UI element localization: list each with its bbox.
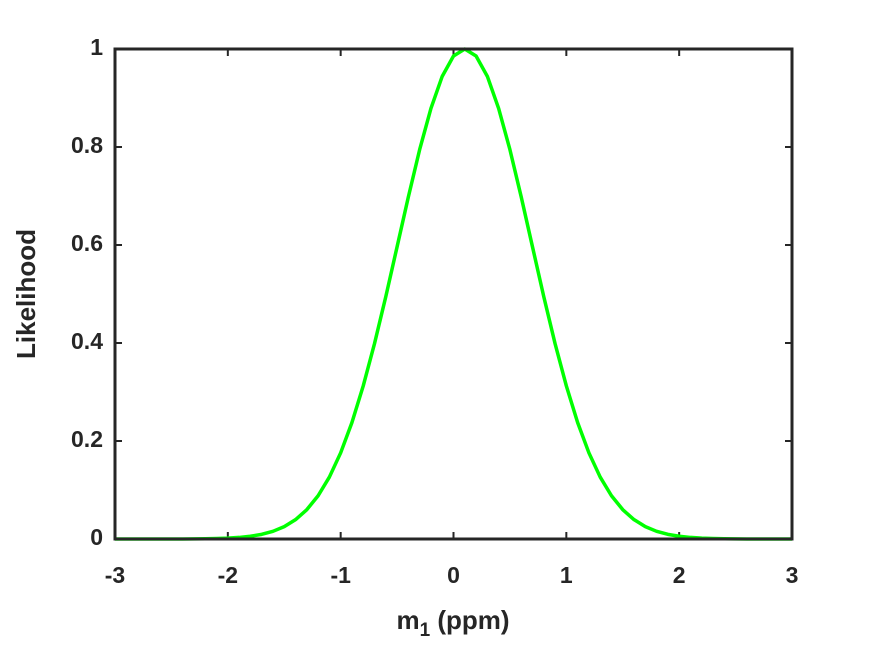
line-series	[115, 47, 792, 541]
x-tick-label: 0	[447, 562, 460, 588]
y-tick-label: 0.2	[71, 426, 103, 452]
x-label-rest: (ppm)	[430, 605, 509, 635]
y-tick-label: 0	[90, 524, 103, 550]
x-label-base: m	[396, 605, 419, 635]
x-tick-label: -2	[218, 562, 238, 588]
y-tick-label: 1	[90, 34, 103, 60]
y-tick-label: 0.8	[71, 132, 103, 158]
x-label-sub: 1	[420, 620, 431, 641]
y-tick-label: 0.4	[71, 328, 103, 354]
y-axis-label: Likelihood	[11, 229, 41, 359]
y-tick-label: 0.6	[71, 230, 103, 256]
x-tick-label: 2	[673, 562, 686, 588]
x-tick-label: 1	[560, 562, 573, 588]
x-axis-label: m1 (ppm)	[396, 605, 509, 641]
plot-frame	[113, 47, 794, 541]
x-tick-label: -1	[330, 562, 351, 588]
x-tick-label: -3	[105, 562, 125, 588]
x-tick-label: 3	[786, 562, 799, 588]
